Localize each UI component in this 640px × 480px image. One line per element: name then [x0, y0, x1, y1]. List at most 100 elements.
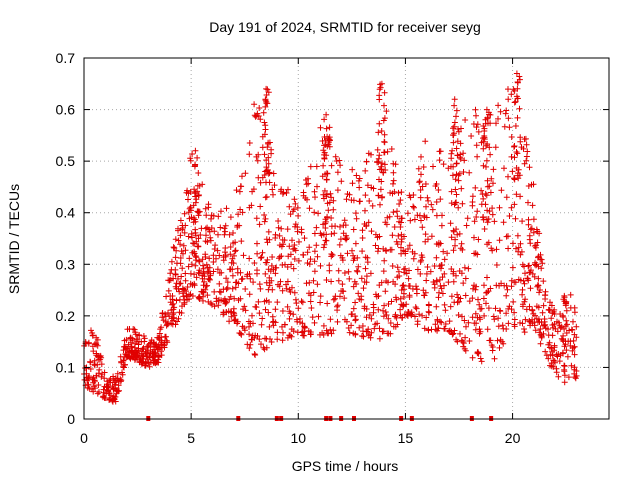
data-point: [540, 302, 547, 309]
data-point: [382, 219, 389, 226]
y-tick-label: 0.6: [56, 102, 76, 118]
data-point: [376, 92, 383, 99]
data-point: [250, 320, 256, 327]
data-point: [541, 322, 548, 329]
data-point: [492, 305, 499, 312]
data-point: [501, 282, 508, 289]
data-point: [238, 183, 245, 190]
data-point: [207, 237, 214, 244]
data-point: [235, 297, 242, 304]
data-point: [557, 352, 564, 359]
data-point: [513, 191, 520, 198]
data-point: [449, 147, 456, 154]
data-point: [530, 229, 537, 236]
data-point: [189, 293, 196, 299]
data-point: [510, 240, 516, 247]
data-point: [261, 346, 268, 353]
data-point: [293, 316, 300, 323]
data-point: [486, 183, 493, 190]
y-tick-label: 0.1: [56, 359, 76, 375]
data-point: [456, 230, 463, 237]
data-point: [268, 262, 275, 269]
data-point: [383, 278, 390, 284]
data-point: [464, 215, 471, 222]
data-point: [229, 255, 236, 262]
data-point: [406, 242, 413, 249]
data-point: [460, 150, 467, 157]
data-point: [310, 289, 317, 296]
data-point: [417, 270, 424, 277]
data-point: [204, 292, 211, 299]
data-point: [152, 341, 159, 348]
data-point: [485, 305, 492, 312]
data-point: [353, 267, 360, 274]
data-point: [314, 183, 320, 190]
grid-lines: [84, 58, 609, 419]
data-point: [508, 91, 515, 98]
data-point: [265, 167, 271, 173]
data-point: [417, 194, 424, 201]
data-point: [390, 177, 397, 184]
data-point: [510, 298, 517, 305]
data-point: [537, 326, 544, 332]
data-point: [478, 187, 485, 194]
data-point: [295, 257, 302, 264]
data-point: [147, 344, 154, 351]
data-point: [264, 239, 271, 246]
data-point: [170, 300, 177, 307]
data-point: [501, 123, 508, 130]
data-point: [418, 171, 424, 178]
data-point: [439, 274, 446, 281]
data-point: [323, 193, 330, 200]
data-point: [513, 245, 519, 252]
data-point: [485, 239, 492, 246]
data-point: [459, 246, 466, 253]
data-point: [473, 214, 480, 220]
data-point: [191, 282, 198, 289]
data-point: [282, 261, 288, 268]
data-point: [463, 323, 469, 330]
data-point: [469, 295, 476, 302]
data-point: [560, 296, 567, 303]
data-point: [376, 176, 382, 183]
data-point: [477, 355, 484, 362]
data-point: [134, 336, 141, 342]
data-point: [535, 319, 541, 326]
data-point: [466, 338, 473, 344]
data-point: [402, 265, 409, 272]
data-point: [315, 313, 322, 320]
data-point: [214, 247, 221, 254]
data-point: [391, 224, 398, 230]
data-point: [413, 283, 419, 290]
data-point: [229, 285, 236, 292]
data-point: [498, 187, 505, 194]
data-point: [132, 331, 139, 338]
data-point: [343, 236, 350, 243]
data-point: [455, 177, 462, 184]
data-point: [232, 248, 238, 255]
data-point: [300, 252, 307, 258]
data-point: [278, 225, 285, 232]
data-point: [503, 194, 510, 201]
data-point: [572, 375, 579, 382]
data-point: [379, 193, 386, 200]
data-point: [513, 149, 520, 155]
data-point: [141, 335, 148, 342]
data-point: [359, 235, 366, 241]
data-point: [534, 239, 541, 246]
data-point: [93, 341, 100, 348]
data-point: [536, 230, 543, 237]
data-point: [350, 226, 357, 233]
data-point: [261, 151, 268, 158]
data-point: [459, 200, 466, 207]
data-point: [430, 163, 436, 170]
data-point: [538, 256, 545, 263]
data-point: [411, 216, 418, 223]
data-point: [252, 303, 259, 310]
data-point: [200, 262, 206, 269]
data-point: [286, 243, 293, 250]
data-point: [451, 123, 458, 130]
data-point: [335, 267, 342, 274]
data-point: [321, 187, 328, 194]
data-point: [573, 323, 580, 330]
